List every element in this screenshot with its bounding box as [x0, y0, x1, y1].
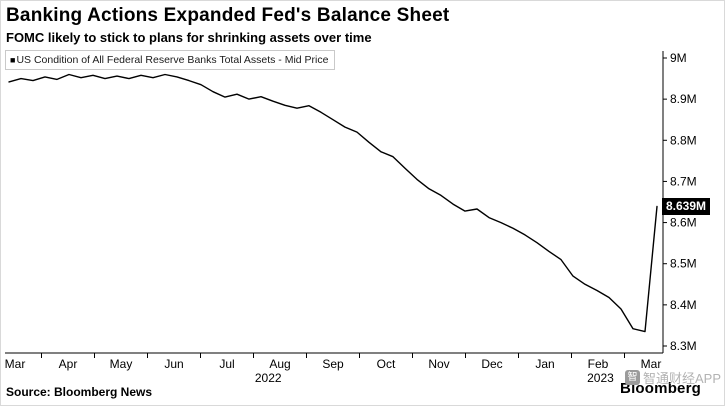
legend-marker-icon: ■	[10, 55, 16, 65]
chart-area: ■ US Condition of All Federal Reserve Ba…	[1, 49, 724, 385]
chart-subtitle: FOMC likely to stick to plans for shrink…	[6, 30, 372, 45]
svg-text:8.9M: 8.9M	[670, 92, 697, 106]
last-value-badge: 8.639M	[662, 197, 711, 215]
svg-text:Jun: Jun	[164, 357, 183, 371]
svg-text:Sep: Sep	[322, 357, 344, 371]
legend: ■ US Condition of All Federal Reserve Ba…	[5, 50, 336, 70]
bloomberg-logo: Bloomberg	[620, 380, 701, 397]
page-title: Banking Actions Expanded Fed's Balance S…	[6, 5, 450, 26]
watermark-text: 智通财经APP	[642, 371, 721, 386]
svg-text:May: May	[110, 357, 133, 371]
svg-text:Feb: Feb	[588, 357, 609, 371]
svg-text:2022: 2022	[255, 371, 282, 385]
source-label: Source: Bloomberg News	[6, 385, 153, 399]
watermark: 智 智通财经APP	[624, 368, 721, 387]
svg-text:Mar: Mar	[641, 357, 662, 371]
svg-text:9M: 9M	[670, 51, 687, 65]
svg-text:Jul: Jul	[219, 357, 234, 371]
svg-text:Aug: Aug	[269, 357, 290, 371]
svg-text:8.6M: 8.6M	[670, 216, 697, 230]
svg-text:Dec: Dec	[481, 357, 502, 371]
svg-text:Mar: Mar	[5, 357, 26, 371]
line-chart: 9M 8.9M 8.8M 8.7M 8.6M 8.5M 8.4M 8.3M Mar Apr May J…	[5, 51, 697, 385]
svg-text:Oct: Oct	[377, 357, 396, 371]
svg-text:Apr: Apr	[59, 357, 78, 371]
svg-text:8.7M: 8.7M	[670, 174, 697, 188]
svg-text:8.4M: 8.4M	[670, 298, 697, 312]
svg-text:Nov: Nov	[428, 357, 449, 371]
svg-text:2023: 2023	[587, 371, 614, 385]
svg-text:8.3M: 8.3M	[670, 339, 697, 353]
watermark-logo-icon: 智	[624, 370, 640, 385]
svg-text:8.5M: 8.5M	[670, 257, 697, 271]
legend-label: US Condition of All Federal Reserve Bank…	[16, 54, 329, 66]
svg-text:Jan: Jan	[535, 357, 554, 371]
svg-text:8.8M: 8.8M	[670, 133, 697, 147]
